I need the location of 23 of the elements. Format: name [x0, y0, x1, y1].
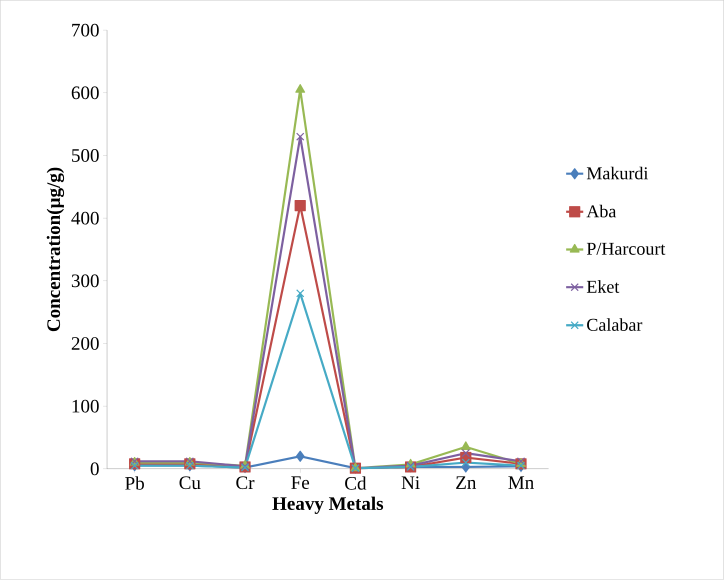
- legend-label: Makurdi: [586, 166, 648, 180]
- legend-label: Eket: [586, 280, 620, 294]
- y-axis-title: Concentration(µg/g): [46, 168, 64, 332]
- y-tick-label: 500: [72, 149, 99, 162]
- x-tick-label: Cr: [236, 476, 254, 490]
- x-tick-label: Cd: [345, 476, 366, 490]
- y-tick-label: 100: [72, 400, 99, 413]
- y-tick-label: 400: [71, 212, 99, 225]
- x-tick-label: Pb: [125, 476, 144, 490]
- y-tick-label: 600: [72, 86, 99, 100]
- x-axis-title: Heavy Metals: [272, 496, 384, 514]
- y-tick-label: 0: [90, 462, 99, 476]
- legend-label: Calabar: [587, 318, 642, 332]
- x-tick-label: Cu: [180, 476, 201, 490]
- x-tick-label: Zn: [456, 476, 476, 490]
- legend-label: Aba: [586, 204, 616, 218]
- y-tick-label: 300: [72, 274, 99, 288]
- x-tick-label: Ni: [402, 476, 420, 490]
- x-tick-label: Fe: [291, 476, 310, 490]
- y-tick-label: 200: [72, 337, 99, 350]
- legend-label: P/Harcourt: [586, 242, 666, 256]
- y-tick-label: 700: [72, 24, 99, 37]
- x-tick-label: Mn: [508, 476, 534, 490]
